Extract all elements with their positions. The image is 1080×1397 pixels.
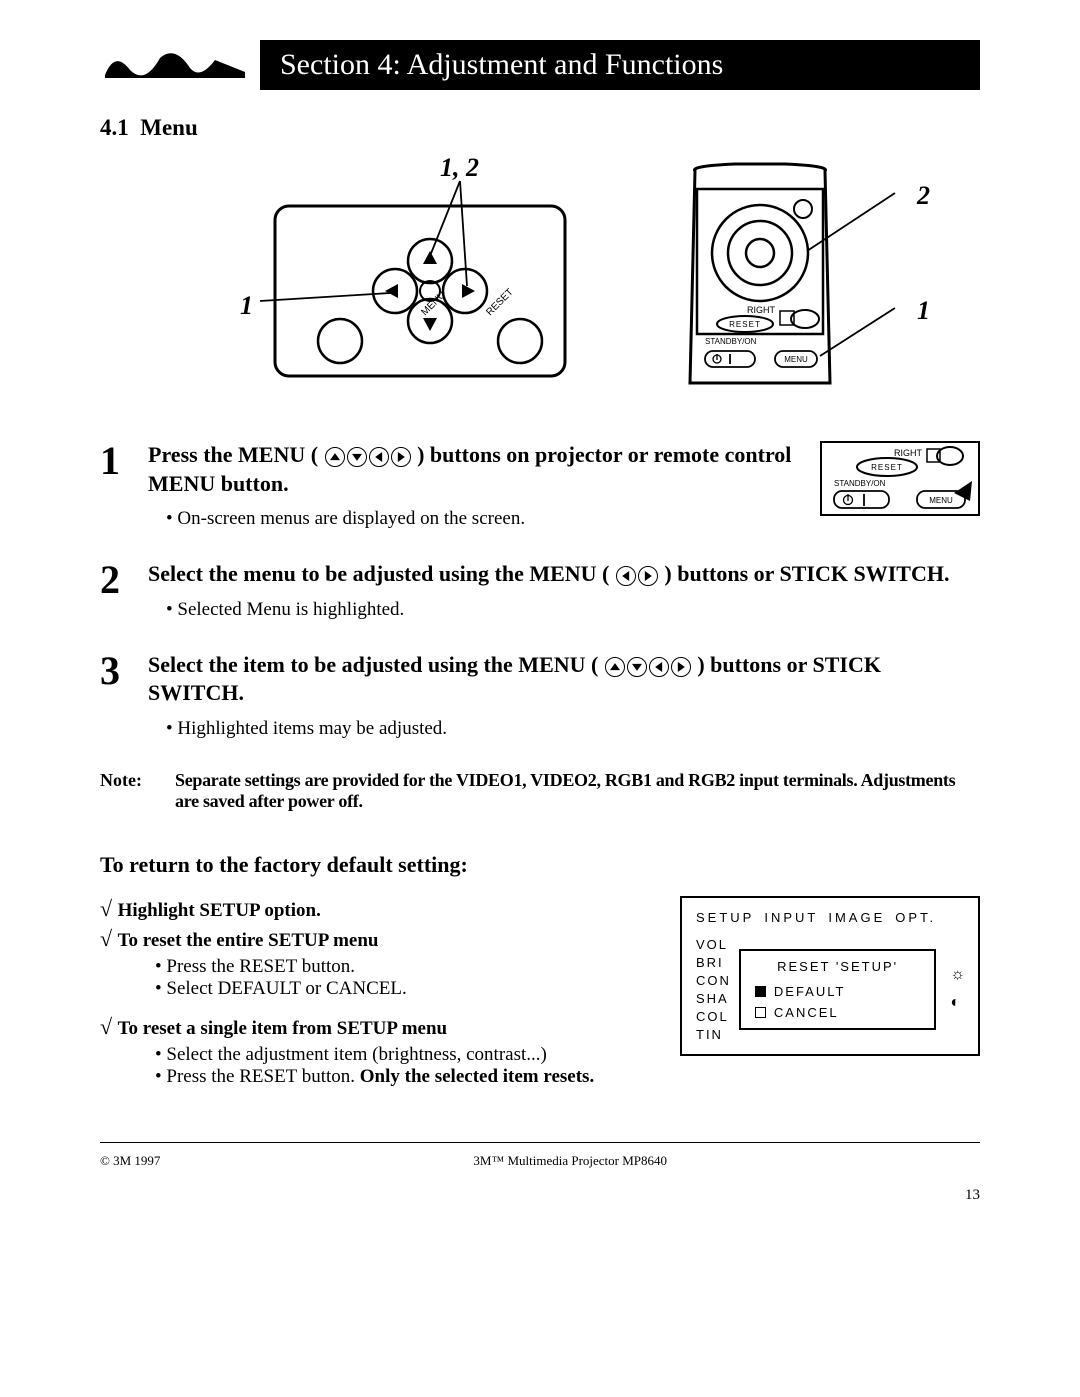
osd-side-labels: VOL BRI CON SHA COL TIN (696, 937, 731, 1042)
svg-text:RIGHT: RIGHT (747, 305, 776, 315)
down-arrow-icon (347, 447, 367, 467)
callout-panel-left: 1 (240, 291, 253, 321)
osd-side-icons: ☼ ◐ (950, 966, 968, 1012)
osd-tab: OPT. (895, 910, 936, 925)
osd-option-default: DEFAULT (755, 984, 920, 999)
osd-label: TIN (696, 1027, 731, 1042)
diagrams-row: 1, 2 1 MENU RESET 2 (100, 161, 980, 391)
step-1-inset-diagram: RIGHT RESET STANDBY/ON MENU (820, 441, 980, 516)
page-footer: © 3M 1997 3M™ Multimedia Projector MP864… (100, 1142, 980, 1169)
svg-text:MENU: MENU (784, 355, 808, 364)
callout-panel-top: 1, 2 (440, 153, 479, 183)
step-1: 1 Press the MENU ( ) buttons on projecto… (100, 441, 980, 530)
step-1-title: Press the MENU ( ) buttons on projector … (148, 441, 800, 498)
osd-screenshot: SETUP INPUT IMAGE OPT. VOL BRI CON SHA C… (680, 896, 980, 1056)
section-name: Menu (140, 115, 198, 140)
step-3-bullet: Highlighted items may be adjusted. (166, 718, 980, 740)
factory-reset-section: Highlight SETUP option. To reset the ent… (100, 896, 980, 1102)
osd-option-cancel: CANCEL (755, 1005, 920, 1020)
svg-text:RESET: RESET (484, 287, 515, 318)
reset-item-3-bullets: Select the adjustment item (brightness, … (155, 1044, 650, 1088)
right-arrow-icon (638, 566, 658, 586)
step-1-number: 1 (100, 441, 130, 481)
svg-text:STANDBY/ON: STANDBY/ON (705, 337, 757, 346)
osd-label: BRI (696, 955, 731, 970)
right-arrow-icon (671, 657, 691, 677)
note: Note: Separate settings are provided for… (100, 770, 980, 812)
osd-popup: RESET 'SETUP' DEFAULT CANCEL (739, 949, 936, 1030)
callout-remote-top: 2 (917, 181, 930, 211)
note-label: Note: (100, 770, 155, 812)
bullet: Select DEFAULT or CANCEL. (155, 978, 650, 1000)
section-title: Section 4: Adjustment and Functions (280, 48, 723, 81)
up-arrow-icon (605, 657, 625, 677)
contrast-icon: ◐ (950, 994, 968, 1012)
page-number: 13 (100, 1187, 980, 1204)
svg-text:MENU: MENU (929, 496, 953, 505)
osd-label: SHA (696, 991, 731, 1006)
step-2: 2 Select the menu to be adjusted using t… (100, 560, 980, 621)
bullet: Press the RESET button. (155, 956, 650, 978)
step-2-bullets: Selected Menu is highlighted. (148, 599, 980, 621)
right-arrow-icon (391, 447, 411, 467)
empty-square-icon (755, 1007, 766, 1018)
svg-text:STANDBY/ON: STANDBY/ON (834, 479, 886, 488)
left-arrow-icon (649, 657, 669, 677)
step-1-bullet: On-screen menus are displayed on the scr… (166, 508, 800, 530)
step-2-title: Select the menu to be adjusted using the… (148, 560, 980, 589)
footer-copyright: © 3M 1997 (100, 1153, 160, 1169)
osd-tab: SETUP (696, 910, 754, 925)
left-arrow-icon (369, 447, 389, 467)
filled-square-icon (755, 986, 766, 997)
reset-item-1: Highlight SETUP option. (100, 896, 650, 922)
step-3-bullets: Highlighted items may be adjusted. (148, 718, 980, 740)
osd-popup-title: RESET 'SETUP' (755, 959, 920, 974)
down-arrow-icon (627, 657, 647, 677)
brand-logo-icon (100, 40, 250, 90)
step-2-number: 2 (100, 560, 130, 600)
osd-tab: INPUT (764, 910, 818, 925)
footer-product: 3M™ Multimedia Projector MP8640 (473, 1153, 667, 1169)
osd-tab: IMAGE (828, 910, 885, 925)
factory-reset-heading: To return to the factory default setting… (100, 852, 980, 878)
projector-panel-diagram: 1, 2 1 MENU RESET (155, 161, 575, 391)
step-3-number: 3 (100, 651, 130, 691)
svg-text:RESET: RESET (871, 463, 903, 472)
osd-label: COL (696, 1009, 731, 1024)
note-text: Separate settings are provided for the V… (175, 770, 980, 812)
step-3-title: Select the item to be adjusted using the… (148, 651, 980, 708)
step-3: 3 Select the item to be adjusted using t… (100, 651, 980, 740)
osd-tabs: SETUP INPUT IMAGE OPT. (696, 910, 968, 925)
section-heading: 4.1 Menu (100, 115, 980, 141)
step-1-bullets: On-screen menus are displayed on the scr… (148, 508, 800, 530)
reset-item-3: To reset a single item from SETUP menu (100, 1014, 650, 1040)
osd-label: CON (696, 973, 731, 988)
remote-control-diagram: 2 1 RIGHT RESET STANDBY/ON MENU (635, 161, 925, 391)
brightness-icon: ☼ (950, 966, 968, 984)
svg-text:RESET: RESET (729, 320, 761, 329)
bullet: Select the adjustment item (brightness, … (155, 1044, 650, 1066)
step-2-bullet: Selected Menu is highlighted. (166, 599, 980, 621)
osd-label: VOL (696, 937, 731, 952)
reset-item-2-bullets: Press the RESET button. Select DEFAULT o… (155, 956, 650, 1000)
page-header: Section 4: Adjustment and Functions (100, 40, 980, 90)
left-arrow-icon (616, 566, 636, 586)
callout-remote-bottom: 1 (917, 296, 930, 326)
svg-text:RIGHT: RIGHT (894, 448, 923, 458)
section-title-bar: Section 4: Adjustment and Functions (260, 40, 980, 90)
section-number: 4.1 (100, 115, 129, 140)
up-arrow-icon (325, 447, 345, 467)
reset-item-2: To reset the entire SETUP menu (100, 926, 650, 952)
bullet: Press the RESET button. Only the selecte… (155, 1066, 650, 1088)
